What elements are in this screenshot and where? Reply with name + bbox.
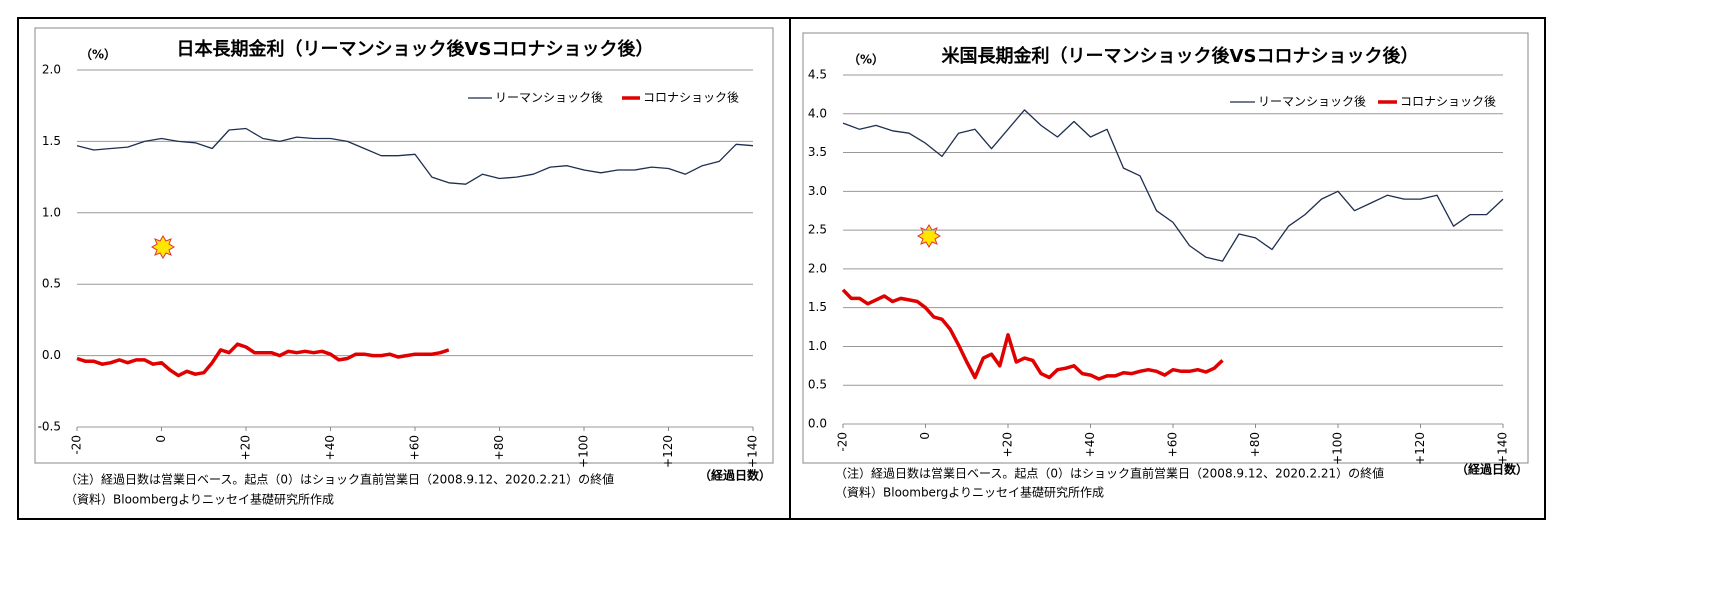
y-tick-label: 2.0	[42, 63, 61, 77]
x-tick-label: +120	[1413, 432, 1427, 465]
y-tick-label: 1.5	[808, 300, 827, 314]
note: （注）経過日数は営業日ベース。起点（0）はショック直前営業日（2008.9.12…	[835, 466, 1384, 481]
y-unit: （%）	[80, 47, 116, 62]
y-tick-label: 4.5	[808, 68, 827, 82]
y-tick-label: 3.0	[808, 184, 827, 198]
x-tick-label: 0	[918, 432, 932, 440]
x-tick-label: +60	[1166, 432, 1180, 457]
x-tick-label: +20	[1001, 432, 1015, 457]
y-tick-label: 2.0	[808, 261, 827, 275]
y-tick-label: -0.5	[38, 420, 61, 434]
x-tick-label: +100	[1331, 432, 1345, 465]
x-axis-label: （経過日数）	[699, 468, 771, 483]
x-tick-label: -20	[836, 432, 850, 452]
y-tick-label: 2.5	[808, 223, 827, 237]
x-tick-label: +40	[1083, 432, 1097, 457]
x-tick-label: 0	[154, 435, 168, 443]
origin-icon	[917, 224, 941, 248]
y-tick-label: 0.5	[42, 277, 61, 291]
y-tick-label: 3.5	[808, 145, 827, 159]
chart-title: 米国長期金利（リーマンショック後VSコロナショック後）	[942, 45, 1419, 67]
x-tick-label: +20	[239, 435, 253, 460]
series-line	[76, 342, 450, 378]
y-tick-label: 1.0	[42, 205, 61, 219]
legend-label: コロナショック後	[1400, 95, 1496, 109]
outer-frame	[17, 17, 1546, 520]
chart-frame	[802, 32, 1529, 464]
x-tick-label: -20	[70, 435, 84, 455]
series-line	[76, 127, 754, 185]
chart-title: 日本長期金利（リーマンショック後VSコロナショック後）	[177, 38, 654, 60]
x-tick-label: +140	[1496, 432, 1510, 465]
y-tick-label: 0.5	[808, 378, 827, 392]
x-tick-label: +60	[408, 435, 422, 460]
y-tick-label: 4.0	[808, 106, 827, 120]
legend-label: リーマンショック後	[495, 91, 603, 105]
chart-frame	[34, 27, 774, 464]
x-tick-label: +40	[323, 435, 337, 460]
series-line	[842, 109, 1504, 262]
y-tick-label: 0.0	[808, 417, 827, 431]
x-tick-label: +80	[1248, 432, 1262, 457]
source: （資料）Bloombergよりニッセイ基礎研究所作成	[835, 485, 1104, 500]
x-tick-label: +100	[577, 435, 591, 468]
source: （資料）Bloombergよりニッセイ基礎研究所作成	[65, 492, 334, 507]
x-tick-label: +80	[492, 435, 506, 460]
x-tick-label: +140	[746, 435, 760, 468]
x-tick-label: +120	[661, 435, 675, 468]
series-line	[841, 288, 1224, 381]
legend-label: リーマンショック後	[1258, 95, 1366, 109]
y-tick-label: 0.0	[42, 348, 61, 362]
y-unit: （%）	[848, 52, 884, 67]
x-axis-label: （経過日数）	[1456, 462, 1528, 477]
y-tick-label: 1.5	[42, 134, 61, 148]
note: （注）経過日数は営業日ベース。起点（0）はショック直前営業日（2008.9.12…	[65, 472, 614, 487]
legend-label: コロナショック後	[643, 91, 739, 105]
origin-icon	[151, 235, 175, 259]
y-tick-label: 1.0	[808, 339, 827, 353]
